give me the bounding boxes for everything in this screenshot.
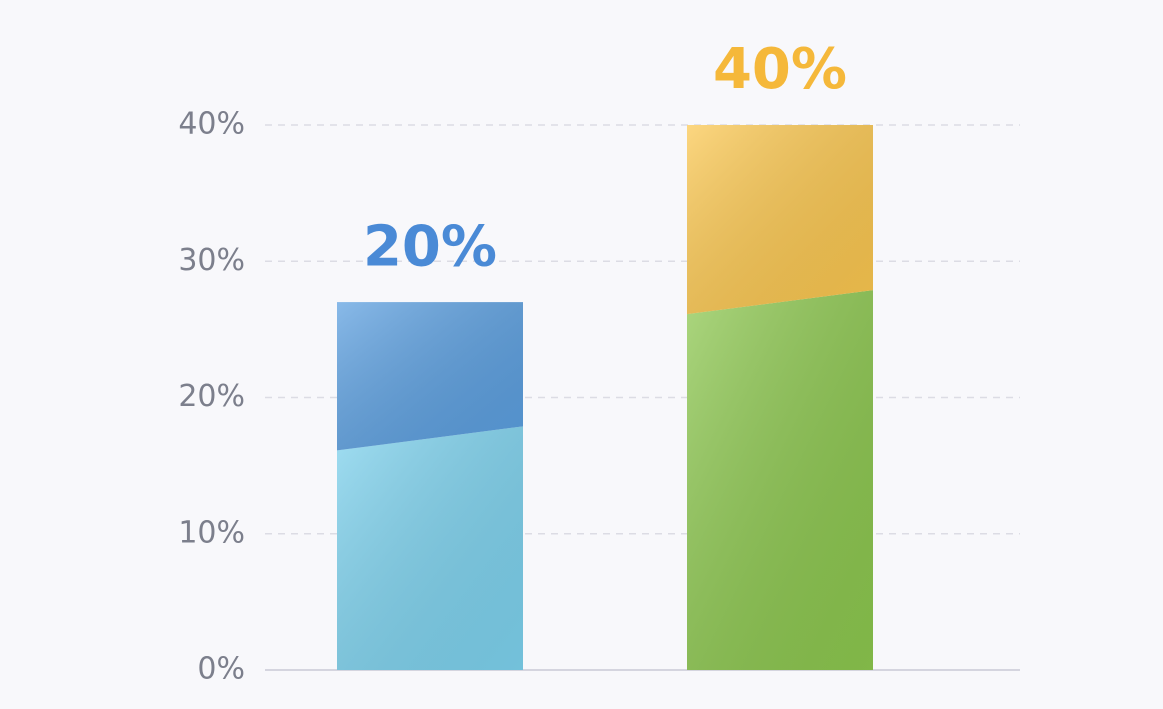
- bar-sheen: [687, 125, 873, 315]
- bar-sheen: [337, 302, 523, 451]
- y-tick-label: 40%: [178, 107, 245, 142]
- bar-annotation: 20%: [363, 214, 497, 279]
- y-tick-label: 0%: [197, 652, 245, 687]
- bar-annotation: 40%: [713, 37, 847, 102]
- bar-sheen: [687, 290, 873, 670]
- y-tick-label: 10%: [178, 515, 245, 550]
- y-tick-label: 30%: [178, 243, 245, 278]
- bar-sheen: [337, 426, 523, 670]
- y-tick-label: 20%: [178, 379, 245, 414]
